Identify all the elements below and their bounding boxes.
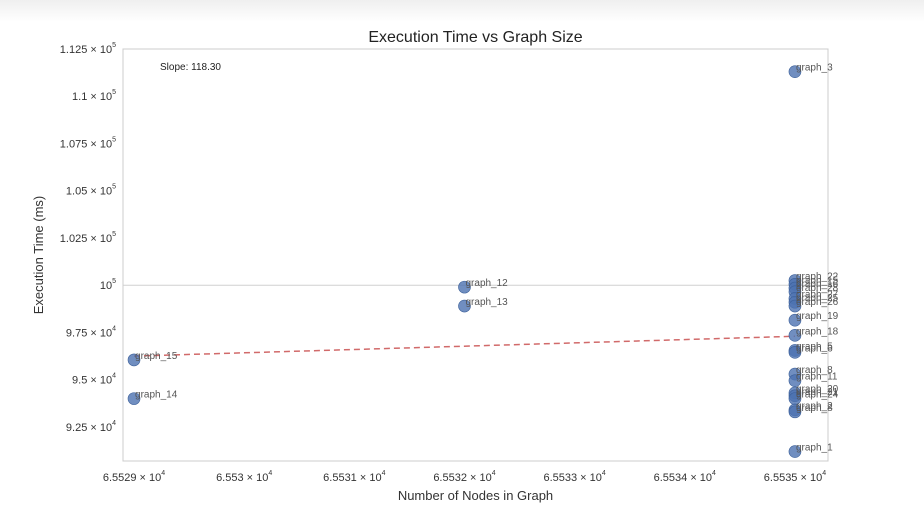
point-label: graph_21: [796, 387, 839, 398]
data-point: [458, 299, 471, 313]
point-label: graph_22: [796, 272, 839, 283]
y-tick-label: 1.05 × 105: [66, 184, 116, 198]
data-point: [788, 299, 802, 313]
data-point: [788, 313, 802, 327]
data-point: [788, 329, 802, 342]
x-tick-label: 6.5535 × 104: [764, 470, 826, 484]
trend-line: [133, 335, 795, 357]
point-label: graph_3: [796, 63, 833, 74]
chart-title: Execution Time vs Graph Size: [368, 29, 582, 46]
data-point: [127, 353, 141, 367]
x-tick-label: 6.5534 × 104: [654, 470, 716, 484]
data-point: [788, 405, 802, 419]
y-tick-label: 105: [100, 278, 116, 292]
point-label: graph_14: [135, 390, 178, 401]
point-label: graph_27: [796, 289, 839, 300]
y-tick-label: 9.5 × 104: [72, 373, 116, 387]
point-label: graph_19: [796, 311, 839, 322]
x-tick-label: 6.5532 × 104: [433, 470, 495, 484]
point-label: graph_12: [465, 278, 508, 289]
point-label: graph_13: [465, 297, 508, 308]
data-point: [127, 392, 141, 405]
y-tick-label: 1.025 × 105: [60, 231, 116, 245]
point-label: graph_15: [796, 275, 839, 286]
point-label: graph_28: [796, 283, 839, 294]
y-tick-label: 1.1 × 105: [72, 89, 116, 103]
plot-frame: [122, 48, 829, 462]
data-point: [458, 280, 471, 294]
data-point: [788, 65, 802, 78]
point-label: graph_1: [796, 443, 833, 454]
point-label: graph_26: [796, 297, 839, 308]
point-label: graph_8: [796, 365, 833, 376]
point-label: graph_25: [796, 293, 839, 304]
y-tick-label: 1.075 × 105: [60, 136, 116, 150]
point-label: graph_2: [796, 401, 833, 412]
x-axis-label: Number of Nodes in Graph: [398, 488, 553, 503]
point-label: graph_18: [796, 326, 839, 337]
point-label: graph_8: [796, 403, 833, 414]
data-point: [788, 445, 802, 458]
point-label: graph_15: [135, 351, 178, 362]
point-label: graph_24: [796, 390, 839, 401]
x-tick-label: 6.5529 × 104: [103, 470, 165, 484]
x-tick-label: 6.553 × 104: [216, 470, 272, 484]
data-point: [788, 346, 802, 359]
slope-annotation: Slope: 118.30: [160, 62, 221, 73]
y-tick-label: 9.25 × 104: [66, 420, 116, 434]
x-tick-label: 6.5531 × 104: [323, 470, 385, 484]
point-label: graph_6: [796, 343, 833, 354]
y-tick-label: 1.125 × 105: [60, 42, 116, 56]
top-shade: [0, 0, 924, 22]
y-tick-label: 9.75 × 104: [66, 325, 116, 339]
y-axis-label: Execution Time (ms): [31, 196, 46, 314]
x-tick-label: 6.5533 × 104: [543, 470, 605, 484]
point-label: graph_11: [796, 372, 838, 383]
point-label: graph_5: [796, 341, 833, 352]
point-label: graph_20: [796, 384, 839, 395]
point-label: graph_16: [796, 279, 839, 290]
